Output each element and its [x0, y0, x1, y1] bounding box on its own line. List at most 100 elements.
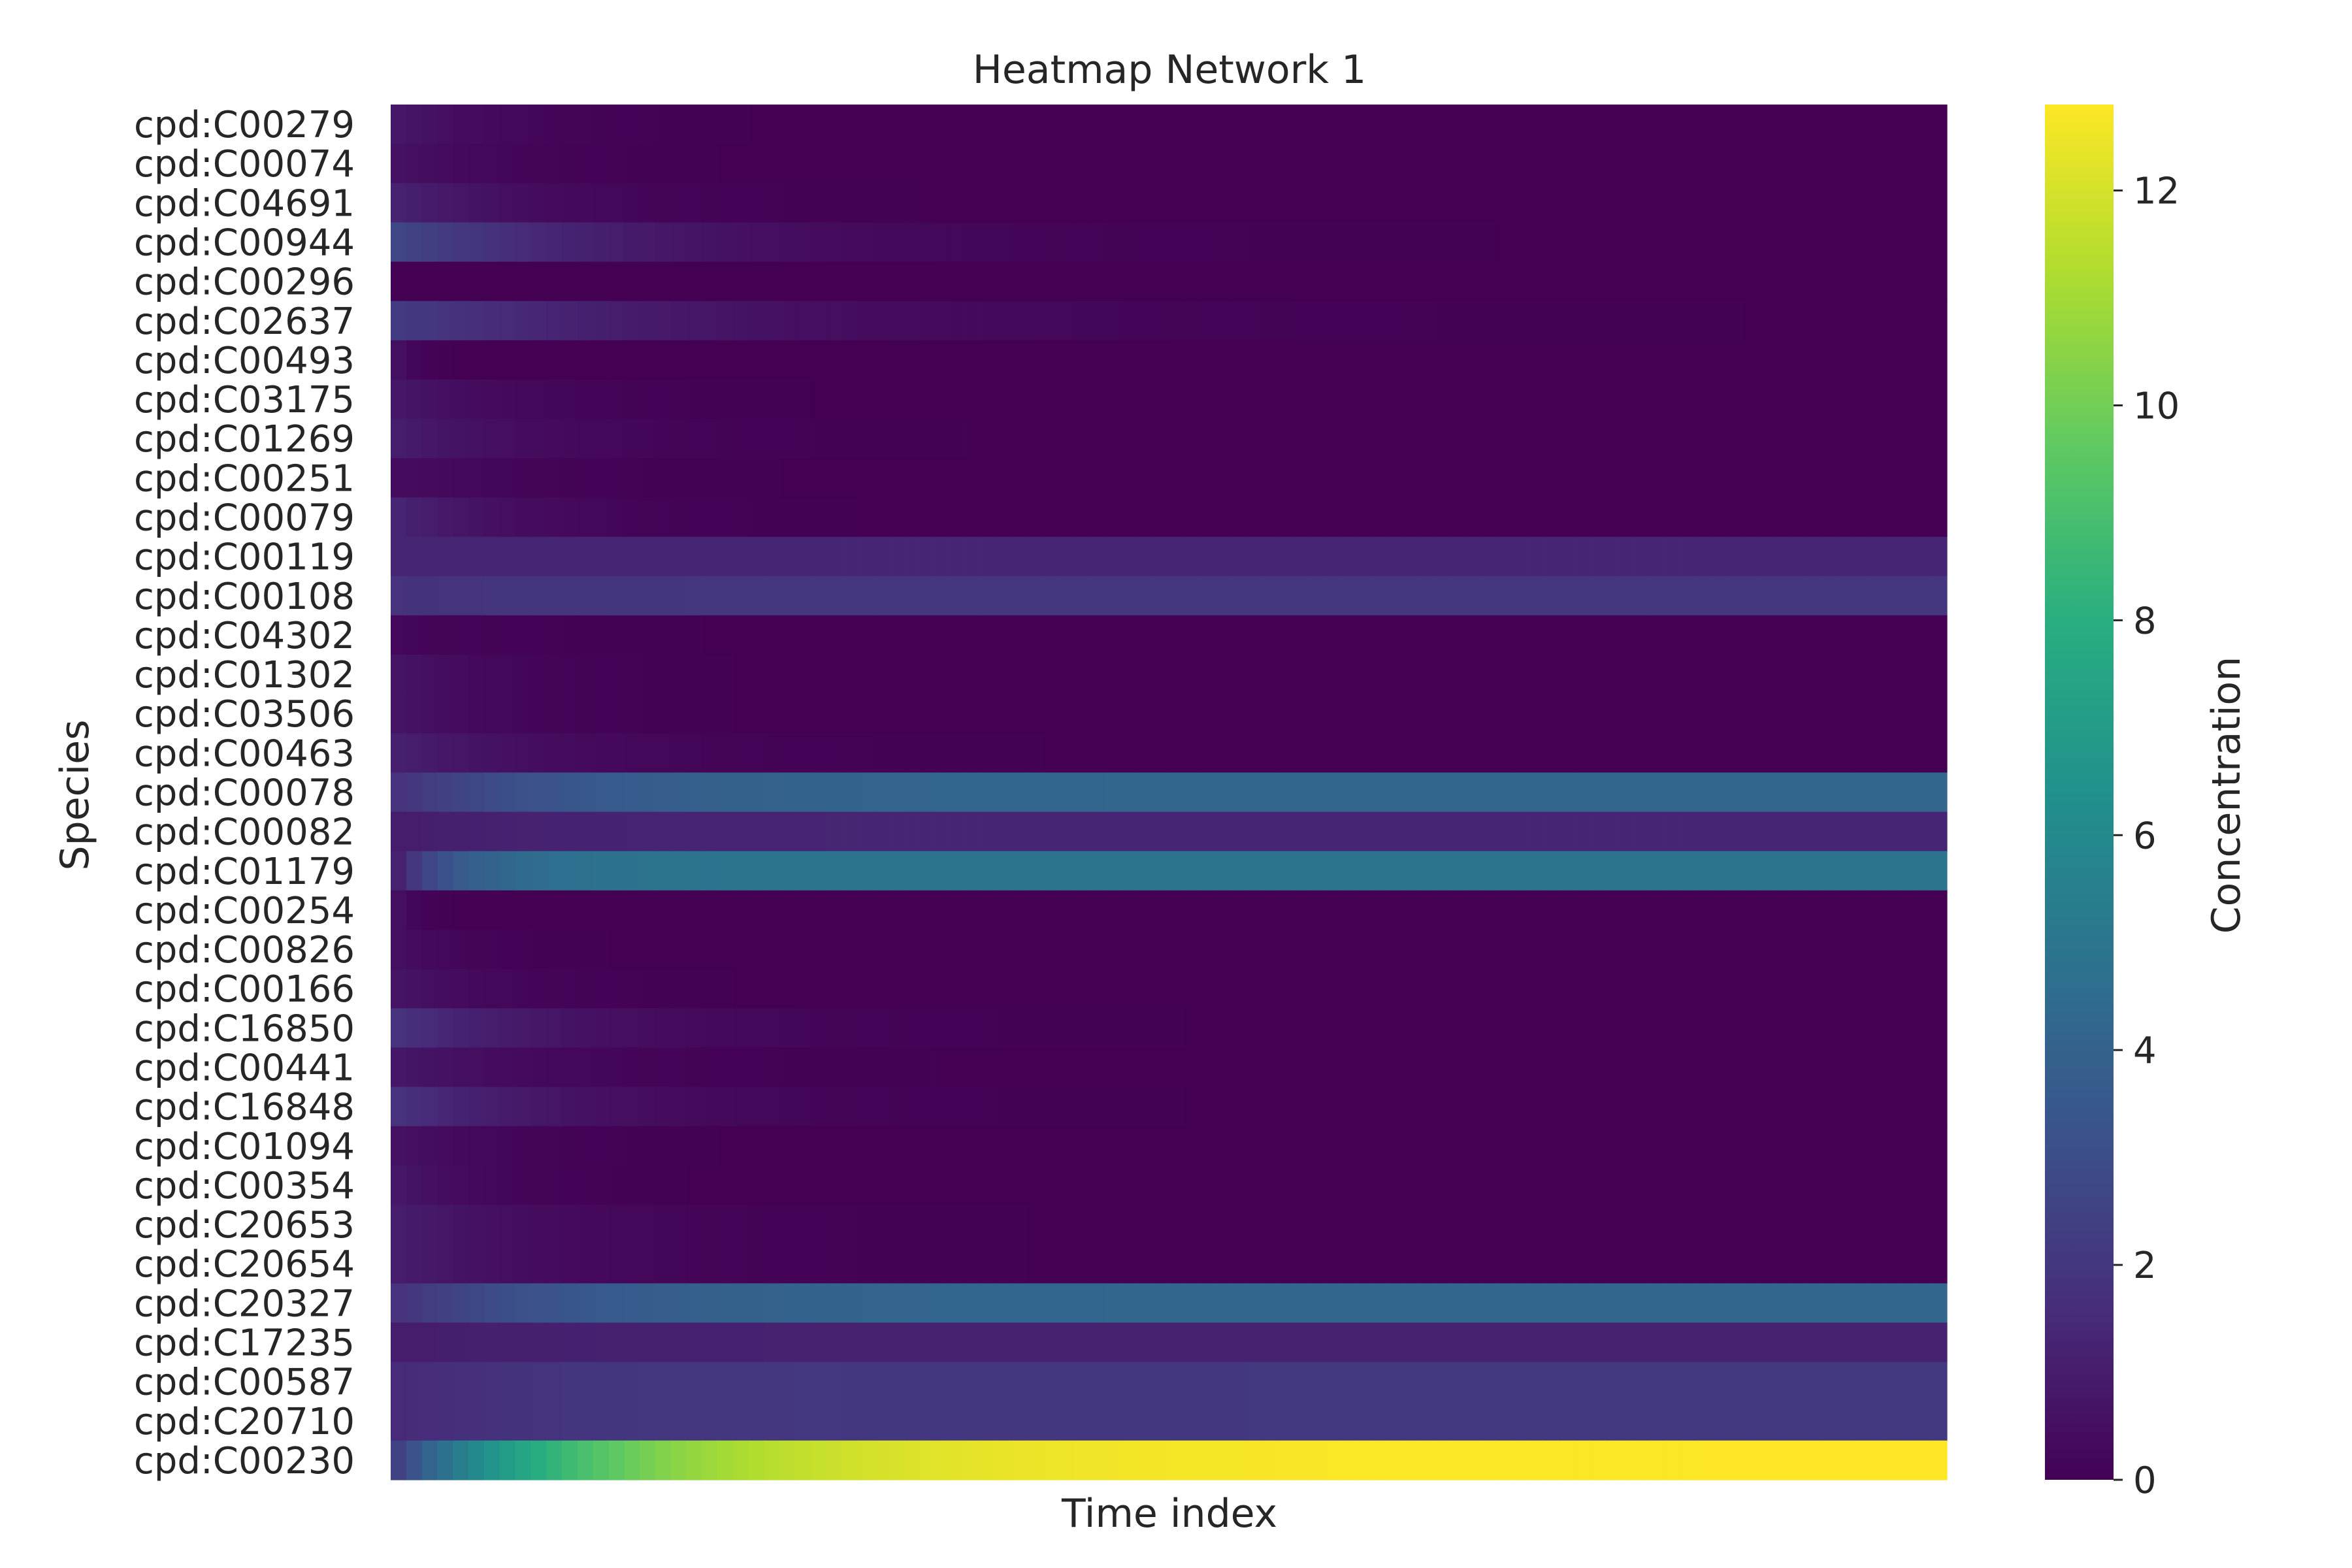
heatmap-cell	[919, 261, 936, 302]
heatmap-cell	[1090, 1086, 1107, 1127]
heatmap-cell	[1682, 536, 1699, 577]
heatmap-cell	[1215, 419, 1232, 459]
heatmap-cell	[1480, 301, 1496, 341]
heatmap-cell	[1293, 615, 1309, 655]
heatmap-cell	[1854, 1244, 1870, 1284]
heatmap-cell	[717, 105, 734, 144]
heatmap-cell	[421, 301, 438, 341]
heatmap-cell	[1589, 458, 1605, 498]
heatmap-cell	[997, 890, 1014, 930]
heatmap-cell	[468, 1008, 485, 1049]
heatmap-cell	[1729, 105, 1745, 144]
heatmap-cell	[1122, 694, 1138, 734]
heatmap-cell	[1060, 1244, 1076, 1284]
heatmap-cell	[406, 576, 423, 616]
heatmap-cell	[655, 1047, 672, 1088]
heatmap-cell	[468, 301, 485, 341]
heatmap-cell	[951, 890, 967, 930]
heatmap-cell	[1340, 340, 1356, 380]
heatmap-cell	[982, 1283, 998, 1324]
heatmap-cell	[1511, 301, 1527, 341]
heatmap-cell	[608, 183, 625, 223]
heatmap-cell	[764, 1362, 781, 1402]
heatmap-cell	[1028, 1440, 1045, 1480]
heatmap-cell	[1355, 1322, 1372, 1363]
heatmap-cell	[904, 890, 921, 930]
heatmap-cell	[608, 222, 625, 263]
heatmap-cell	[1309, 380, 1325, 419]
heatmap-cell	[1760, 1401, 1776, 1441]
heatmap-cell	[1511, 222, 1527, 263]
heatmap-cell	[811, 1126, 827, 1166]
heatmap-cell	[1200, 890, 1217, 930]
heatmap-cell	[873, 655, 889, 694]
heatmap-cell	[1122, 1244, 1138, 1284]
heatmap-cell	[1153, 1165, 1169, 1205]
heatmap-cell	[1355, 380, 1372, 419]
heatmap-cell	[779, 576, 796, 616]
colorbar-tick-label: 8	[2133, 600, 2157, 642]
y-tick-label: cpd:C00079	[134, 497, 355, 540]
heatmap-cell	[1169, 1126, 1185, 1166]
heatmap-cell	[1573, 969, 1590, 1009]
heatmap-cell	[1309, 890, 1325, 930]
heatmap-cell	[1900, 1126, 1916, 1166]
heatmap-cell	[1200, 1165, 1217, 1205]
heatmap-cell	[1122, 1165, 1138, 1205]
heatmap-cell	[1464, 105, 1480, 144]
heatmap-cell	[1028, 340, 1045, 380]
heatmap-cell	[1822, 1322, 1838, 1363]
heatmap-cell	[1604, 144, 1621, 184]
heatmap-cell	[1869, 1047, 1886, 1088]
heatmap-cell	[1013, 930, 1030, 970]
heatmap-cell	[857, 1244, 874, 1284]
heatmap-cell	[1293, 340, 1309, 380]
heatmap-cell	[1480, 497, 1496, 538]
heatmap-cell	[1309, 851, 1325, 891]
heatmap-cell	[1013, 655, 1030, 694]
heatmap-cell	[1200, 340, 1217, 380]
heatmap-cell	[640, 419, 656, 459]
heatmap-cell	[593, 772, 610, 813]
heatmap-cell	[483, 1362, 500, 1402]
heatmap-cell	[562, 969, 578, 1009]
heatmap-cell	[733, 380, 749, 419]
heatmap-cell	[577, 144, 594, 184]
y-tick-label: cpd:C00354	[134, 1165, 355, 1207]
heatmap-cell	[1480, 536, 1496, 577]
heatmap-cell	[1791, 497, 1808, 538]
heatmap-cell	[1324, 419, 1341, 459]
heatmap-cell	[1713, 340, 1730, 380]
heatmap-cell	[1838, 969, 1854, 1009]
heatmap-cell	[1697, 380, 1714, 419]
heatmap-cell	[1682, 1244, 1699, 1284]
heatmap-cell	[624, 772, 640, 813]
heatmap-cell	[686, 1126, 702, 1166]
heatmap-cells	[391, 105, 1948, 1480]
heatmap-cell	[1729, 1322, 1745, 1363]
heatmap-cell	[1402, 733, 1418, 774]
heatmap-cell	[1760, 1362, 1776, 1402]
heatmap-cell	[873, 1008, 889, 1049]
heatmap-cell	[1137, 1126, 1154, 1166]
heatmap-cell	[1526, 890, 1543, 930]
heatmap-cell	[966, 380, 983, 419]
heatmap-cell	[966, 144, 983, 184]
heatmap-cell	[1526, 105, 1543, 144]
heatmap-cell	[1838, 615, 1854, 655]
heatmap-cell	[1744, 1047, 1761, 1088]
heatmap-cell	[1667, 105, 1683, 144]
heatmap-cell	[1916, 144, 1932, 184]
heatmap-cell	[1231, 1126, 1247, 1166]
heatmap-cell	[1573, 183, 1590, 223]
heatmap-cell	[1635, 105, 1652, 144]
heatmap-cell	[1511, 811, 1527, 852]
heatmap-cell	[1526, 1126, 1543, 1166]
heatmap-cell	[577, 301, 594, 341]
heatmap-cell	[1200, 419, 1217, 459]
heatmap-cell	[1558, 969, 1574, 1009]
heatmap-cell	[1262, 851, 1279, 891]
heatmap-cell	[702, 1008, 718, 1049]
heatmap-cell	[1900, 419, 1916, 459]
heatmap-cell	[483, 380, 500, 419]
